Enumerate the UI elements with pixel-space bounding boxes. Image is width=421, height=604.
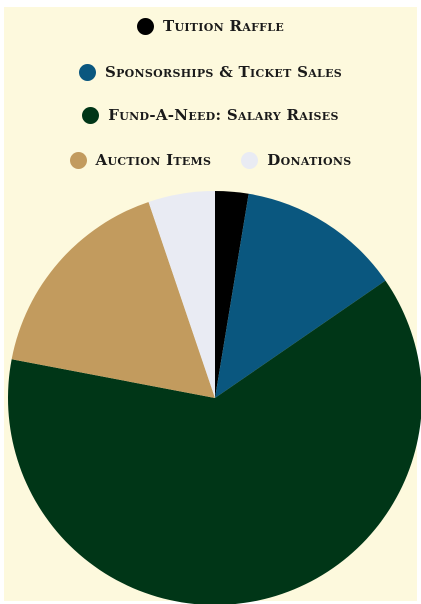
- legend-item-tuition-raffle[interactable]: Tuition Raffle: [136, 17, 285, 35]
- legend-item-donations[interactable]: Donations: [241, 151, 351, 169]
- legend-row: Fund-A-Need: Salary Raises: [0, 106, 421, 124]
- legend-swatch: [78, 63, 96, 81]
- legend-item-sponsorships[interactable]: Sponsorships & Ticket Sales: [78, 63, 343, 81]
- legend-label: Tuition Raffle: [162, 17, 285, 35]
- pie-slice-sponsorships-ticket-sales[interactable]: [215, 193, 386, 398]
- legend-label: Donations: [267, 151, 352, 169]
- chart-legend: Tuition Raffle Sponsorships & Ticket Sal…: [0, 0, 421, 175]
- legend-row: Auction Items Donations: [0, 151, 421, 169]
- legend-label: Auction Items: [95, 151, 212, 169]
- legend-label: Sponsorships & Ticket Sales: [104, 63, 343, 81]
- pie-slice-donations[interactable]: [148, 191, 215, 398]
- legend-row: Tuition Raffle: [0, 17, 421, 35]
- legend-swatch: [69, 151, 87, 169]
- legend-row: Sponsorships & Ticket Sales: [0, 63, 421, 81]
- legend-label: Fund-A-Need: Salary Raises: [108, 106, 339, 124]
- legend-item-auction-items[interactable]: Auction Items: [69, 151, 212, 169]
- legend-swatch: [241, 151, 259, 169]
- legend-item-fund-a-need[interactable]: Fund-A-Need: Salary Raises: [82, 106, 338, 124]
- pie-slice-tuition-raffle[interactable]: [215, 191, 249, 398]
- legend-swatch: [136, 17, 154, 35]
- pie-slice-auction-items[interactable]: [11, 201, 216, 398]
- legend-swatch: [82, 106, 100, 124]
- pie-slice-fund-a-need-salary-raises[interactable]: [8, 280, 421, 604]
